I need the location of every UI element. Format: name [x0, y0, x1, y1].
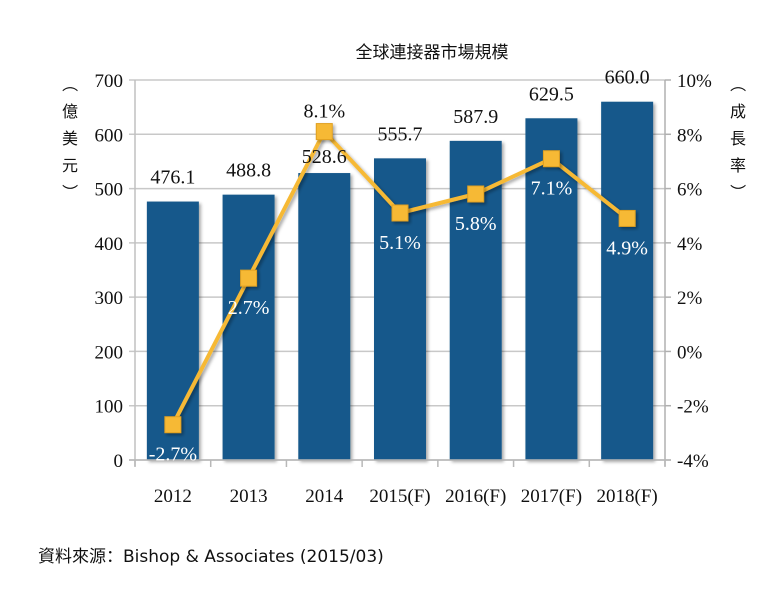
growth-marker [315, 123, 333, 141]
y-right-tick-label: 8% [677, 125, 703, 146]
bar [298, 173, 351, 460]
y-axis-left-title: （ 億美元 ） [60, 76, 79, 200]
y-left-tick-label: 200 [95, 342, 124, 363]
growth-value-label: 2.7% [228, 297, 270, 319]
chart-title: 全球連接器市場規模 [356, 43, 509, 63]
x-tick-label: 2013 [230, 486, 268, 507]
growth-value-label: -2.7% [149, 444, 197, 466]
bar-value-label: 476.1 [150, 167, 195, 189]
bar-value-label: 587.9 [453, 106, 498, 128]
y-right-title-char: 率 [730, 156, 746, 175]
source-note: 資料來源：Bishop & Associates (2015/03) [38, 547, 384, 567]
x-tick-label: 2015(F) [369, 486, 430, 507]
x-tick-label: 2012 [154, 486, 192, 507]
bar-value-label: 488.8 [226, 160, 271, 182]
y-left-title-char: （ [60, 76, 79, 92]
growth-marker [542, 150, 560, 168]
y-right-tick-label: 2% [677, 288, 703, 309]
bar-value-label: 629.5 [529, 83, 574, 105]
growth-value-label: 5.1% [379, 232, 421, 254]
growth-marker [391, 204, 409, 222]
y-left-title-char: 億 [62, 102, 78, 121]
y-right-tick-label: 4% [677, 234, 703, 255]
y-right-title-char: ） [728, 184, 747, 200]
growth-marker [618, 209, 636, 227]
bar-series [146, 101, 654, 461]
y-right-tick-label: -4% [677, 451, 709, 472]
y-left-tick-label: 500 [95, 180, 124, 201]
growth-value-label: 4.9% [606, 237, 648, 259]
growth-line-series [164, 123, 636, 434]
y-right-tick-label: 10% [677, 71, 712, 92]
y-left-title-char: 元 [62, 156, 78, 175]
y-left-tick-label: 300 [95, 288, 124, 309]
y-right-tick-label: -2% [677, 397, 709, 418]
y-right-title-char: （ [728, 76, 747, 92]
bar-value-label: 555.7 [378, 123, 423, 145]
bar [601, 101, 654, 460]
y-axis-right-title: （ 成長率 ） [728, 76, 747, 200]
x-tick-label: 2018(F) [597, 486, 658, 507]
x-tick-label: 2016(F) [445, 486, 506, 507]
bar-value-label: 660.0 [605, 67, 650, 89]
x-tick-label: 2017(F) [521, 486, 582, 507]
bar [374, 158, 426, 460]
y-left-tick-label: 0 [114, 451, 124, 472]
y-right-title-char: 成 [730, 102, 746, 121]
growth-value-label: 5.8% [455, 213, 497, 235]
y-left-tick-label: 400 [95, 234, 124, 255]
y-left-tick-label: 100 [95, 397, 124, 418]
y-right-tick-label: 0% [677, 342, 703, 363]
growth-marker [164, 416, 182, 434]
growth-marker [240, 269, 258, 287]
data-labels: 476.1 488.8 528.6 555.7 587.9 629.5 660.0 -2.7%… [149, 67, 650, 466]
y-left-title-char: 美 [62, 129, 78, 148]
axes: 0 100 200 300 400 500 600 700 -4% -2% 0% 2% 4% 6% 8% 10… [95, 71, 713, 507]
y-right-title-char: 長 [730, 129, 746, 148]
y-left-tick-label: 700 [95, 71, 124, 92]
bar [222, 194, 275, 460]
growth-value-label: 8.1% [303, 101, 345, 123]
y-left-title-char: ） [60, 184, 79, 200]
growth-marker [467, 185, 485, 203]
y-right-tick-label: 6% [677, 180, 703, 201]
y-left-tick-label: 600 [95, 125, 124, 146]
x-tick-label: 2014 [305, 486, 344, 507]
growth-value-label: 7.1% [531, 178, 573, 200]
bar [525, 118, 578, 461]
bar-value-label: 528.6 [302, 146, 347, 168]
